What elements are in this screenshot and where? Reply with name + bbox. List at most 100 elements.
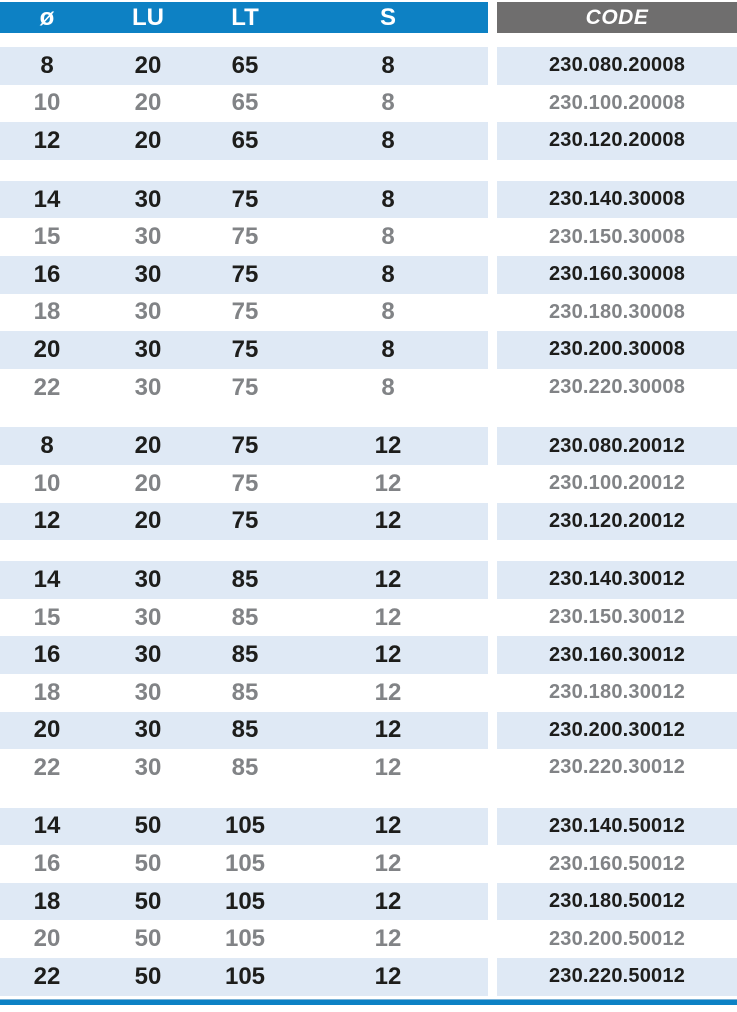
cell-lt: 75 (231, 335, 259, 363)
table-row: 10 20 75 12 230.100.20012 (0, 464, 737, 503)
row-main-band: 16 50 105 12 (0, 845, 488, 883)
row-main-band: 15 30 75 8 (0, 218, 488, 256)
row-main-band: 22 50 105 12 (0, 958, 488, 996)
cell-code: 230.160.50012 (497, 845, 737, 883)
table-row: 15 30 85 12 230.150.30012 (0, 598, 737, 637)
cell-code: 230.140.30008 (497, 180, 737, 219)
cell-s: 12 (374, 925, 402, 953)
column-separator (488, 598, 497, 637)
cell-lu: 20 (134, 507, 162, 535)
cell-code: 230.160.30008 (497, 255, 737, 294)
cell-lt: 75 (231, 223, 259, 251)
cell-diameter: 10 (33, 89, 61, 117)
table-row: 12 20 65 8 230.120.20008 (0, 122, 737, 160)
cell-s: 8 (381, 298, 395, 326)
table-row: 14 30 75 8 230.140.30008 (0, 180, 737, 219)
cell-diameter: 8 (40, 51, 54, 79)
row-main-band: 18 30 75 8 (0, 293, 488, 332)
cell-s: 12 (374, 887, 402, 915)
cell-lu: 50 (134, 925, 162, 953)
bottom-rule (0, 998, 737, 1005)
table-row: 18 50 105 12 230.180.50012 (0, 882, 737, 921)
column-separator (488, 464, 497, 503)
cell-lt: 105 (224, 850, 266, 878)
table-row: 15 30 75 8 230.150.30008 (0, 218, 737, 256)
row-main-band: 14 30 85 12 (0, 561, 488, 599)
cell-diameter: 14 (33, 565, 61, 593)
cell-lt: 105 (224, 962, 266, 990)
row-main-band: 8 20 65 8 (0, 47, 488, 85)
column-separator (488, 255, 497, 294)
row-main-band: 22 30 85 12 (0, 749, 488, 787)
table-row: 20 30 75 8 230.200.30008 (0, 331, 737, 369)
cell-s: 12 (374, 716, 402, 744)
cell-s: 8 (381, 185, 395, 213)
table-row: 22 30 85 12 230.220.30012 (0, 749, 737, 787)
column-separator (488, 122, 497, 160)
column-separator (488, 807, 497, 846)
cell-code: 230.220.30012 (497, 749, 737, 787)
table-row: 14 30 85 12 230.140.30012 (0, 561, 737, 599)
row-main-band: 10 20 65 8 (0, 84, 488, 123)
cell-lu: 50 (134, 962, 162, 990)
row-main-band: 18 50 105 12 (0, 882, 488, 921)
cell-lt: 85 (231, 716, 259, 744)
cell-code: 230.120.20008 (497, 122, 737, 160)
cell-lu: 30 (134, 223, 162, 251)
column-separator (488, 502, 497, 541)
table-header-main-band: ø LU LT S (0, 2, 488, 33)
cell-lu: 30 (134, 678, 162, 706)
cell-diameter: 14 (33, 185, 61, 213)
cell-diameter: 16 (33, 641, 61, 669)
cell-lu: 30 (134, 260, 162, 288)
cell-code: 230.140.50012 (497, 807, 737, 846)
cell-diameter: 8 (40, 432, 54, 460)
cell-code: 230.150.30008 (497, 218, 737, 256)
table-row: 10 20 65 8 230.100.20008 (0, 84, 737, 123)
cell-lt: 75 (231, 373, 259, 401)
cell-lt: 75 (231, 432, 259, 460)
column-separator (488, 920, 497, 959)
cell-code: 230.080.20012 (497, 427, 737, 465)
cell-code: 230.160.30012 (497, 636, 737, 674)
cell-s: 12 (374, 812, 402, 840)
cell-lu: 30 (134, 716, 162, 744)
column-separator (488, 180, 497, 219)
cell-lu: 20 (134, 126, 162, 154)
cell-lt: 75 (231, 507, 259, 535)
table-row: 20 50 105 12 230.200.50012 (0, 920, 737, 959)
column-header-code: CODE (497, 2, 737, 33)
cell-s: 12 (374, 565, 402, 593)
column-header-lu: LU (132, 3, 164, 31)
row-group: 14 50 105 12 230.140.50012 16 50 105 12 230.160.5… (0, 807, 737, 996)
cell-lu: 50 (134, 812, 162, 840)
table-row: 16 30 75 8 230.160.30008 (0, 255, 737, 294)
cell-diameter: 22 (33, 753, 61, 781)
cell-code: 230.200.30012 (497, 711, 737, 750)
row-main-band: 16 30 85 12 (0, 636, 488, 674)
row-main-band: 15 30 85 12 (0, 598, 488, 637)
table-row: 20 30 85 12 230.200.30012 (0, 711, 737, 750)
cell-diameter: 20 (33, 335, 61, 363)
cell-lt: 65 (231, 89, 259, 117)
row-main-band: 8 20 75 12 (0, 427, 488, 465)
column-separator (488, 749, 497, 787)
cell-code: 230.180.50012 (497, 882, 737, 921)
cell-s: 8 (381, 89, 395, 117)
cell-s: 12 (374, 432, 402, 460)
cell-diameter: 20 (33, 716, 61, 744)
row-main-band: 20 50 105 12 (0, 920, 488, 959)
cell-diameter: 12 (33, 507, 61, 535)
column-separator (488, 2, 497, 33)
row-main-band: 14 50 105 12 (0, 807, 488, 846)
table-row: 12 20 75 12 230.120.20012 (0, 502, 737, 541)
cell-lt: 65 (231, 51, 259, 79)
column-separator (488, 636, 497, 674)
cell-code: 230.140.30012 (497, 561, 737, 599)
cell-lu: 20 (134, 51, 162, 79)
column-separator (488, 331, 497, 369)
cell-diameter: 22 (33, 373, 61, 401)
table-row: 14 50 105 12 230.140.50012 (0, 807, 737, 846)
cell-diameter: 16 (33, 260, 61, 288)
